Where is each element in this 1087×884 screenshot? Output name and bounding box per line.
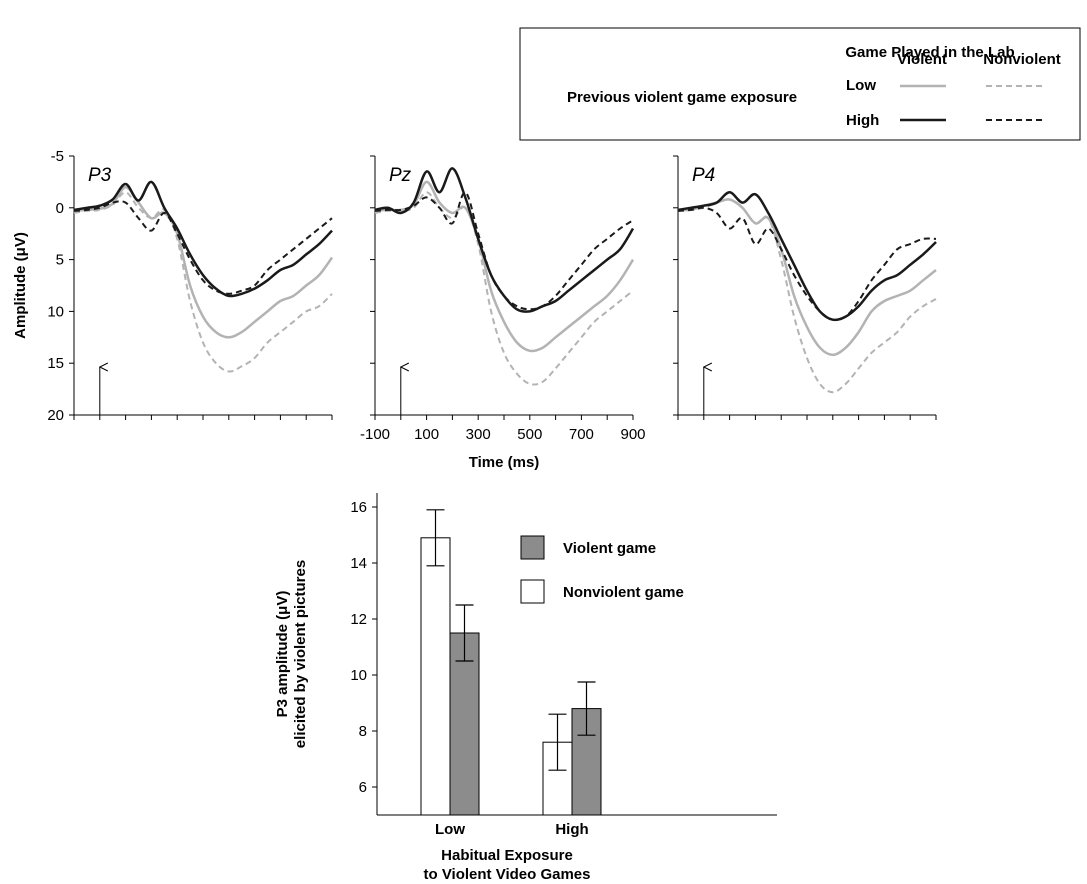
bar-chart: 6 8 10 12 14 16 Low High Violent game Nonviolent … bbox=[274, 493, 777, 883]
bar-y-tick-label: 14 bbox=[350, 555, 367, 572]
legend-col-nonviolent: Nonviolent bbox=[983, 51, 1061, 68]
legend-box: Game Played in the Lab Violent Nonviolen… bbox=[519, 27, 1081, 141]
x-tick-label: 500 bbox=[517, 426, 542, 443]
x-tick-label: -100 bbox=[360, 426, 390, 443]
series-line-low-nonviolent bbox=[73, 191, 333, 373]
bar-y-tick-label: 12 bbox=[350, 611, 367, 628]
x-axis-label: Time (ms) bbox=[469, 454, 540, 471]
legend-col-violent: Violent bbox=[897, 51, 947, 68]
bar-category-label: High bbox=[555, 821, 588, 838]
bar-legend-swatch bbox=[520, 535, 545, 560]
series-line-high-nonviolent bbox=[73, 200, 333, 295]
series-line-high-violent bbox=[374, 167, 635, 313]
y-tick-label: 20 bbox=[47, 407, 64, 424]
panel-title: P4 bbox=[692, 165, 715, 186]
bar-y-axis-label-line2: elicited by violent pictures bbox=[292, 560, 309, 748]
bar-low-nonviolent bbox=[420, 537, 451, 816]
panel-title: P3 bbox=[88, 165, 112, 186]
y-axis-label: Amplitude (μV) bbox=[12, 232, 29, 339]
x-tick-label: 700 bbox=[569, 426, 594, 443]
bar-y-tick-label: 16 bbox=[350, 499, 367, 516]
bar-low-violent bbox=[449, 632, 480, 816]
bar-category-label: Low bbox=[435, 821, 465, 838]
series-line-low-violent bbox=[374, 180, 635, 353]
x-tick-label: 300 bbox=[466, 426, 491, 443]
erp-panel-pz: -100 100 300 500 700 900 Pz Time (ms) bbox=[360, 155, 646, 471]
panel-title: Pz bbox=[389, 165, 412, 186]
legend-border bbox=[519, 27, 1081, 141]
bar-y-tick-label: 6 bbox=[359, 779, 367, 796]
series-line-low-violent bbox=[73, 185, 334, 339]
bar-x-axis-label-line2: to Violent Video Games bbox=[424, 866, 591, 883]
series-line-high-nonviolent bbox=[374, 191, 634, 311]
erp-panel-p4: P4 bbox=[673, 155, 937, 420]
bar-y-tick-label: 10 bbox=[350, 667, 367, 684]
y-tick-label: -5 bbox=[51, 148, 64, 165]
bar-x-axis-label-line1: Habitual Exposure bbox=[441, 847, 573, 864]
erp-panels: -5 0 5 10 15 20 P3 Amplitude (μV) -100 100 300 500 7… bbox=[12, 148, 937, 471]
y-tick-label: 10 bbox=[47, 303, 64, 320]
x-tick-label: 900 bbox=[620, 426, 645, 443]
erp-panel-p3: -5 0 5 10 15 20 P3 Amplitude (μV) bbox=[12, 148, 334, 424]
bar-legend-swatch bbox=[520, 579, 545, 604]
legend-row-label: Previous violent game exposure bbox=[567, 89, 797, 106]
y-tick-label: 5 bbox=[56, 252, 64, 269]
y-tick-label: 0 bbox=[56, 200, 64, 217]
series-line-high-violent bbox=[73, 180, 333, 298]
series-line-high-nonviolent bbox=[677, 206, 937, 322]
bar-y-tick-label: 8 bbox=[359, 723, 367, 740]
legend-level-low: Low bbox=[846, 77, 876, 94]
bar-legend-label: Violent game bbox=[563, 540, 656, 557]
bar-y-axis-label-line1: P3 amplitude (μV) bbox=[274, 591, 291, 718]
legend-title: Game Played in the Lab bbox=[845, 44, 1014, 61]
bar-legend-label: Nonviolent game bbox=[563, 584, 684, 601]
series-line-high-violent bbox=[677, 191, 937, 322]
x-tick-label: 100 bbox=[414, 426, 439, 443]
series-line-low-nonviolent bbox=[374, 191, 634, 386]
legend-level-high: High bbox=[846, 112, 879, 129]
y-tick-label: 15 bbox=[47, 355, 64, 372]
